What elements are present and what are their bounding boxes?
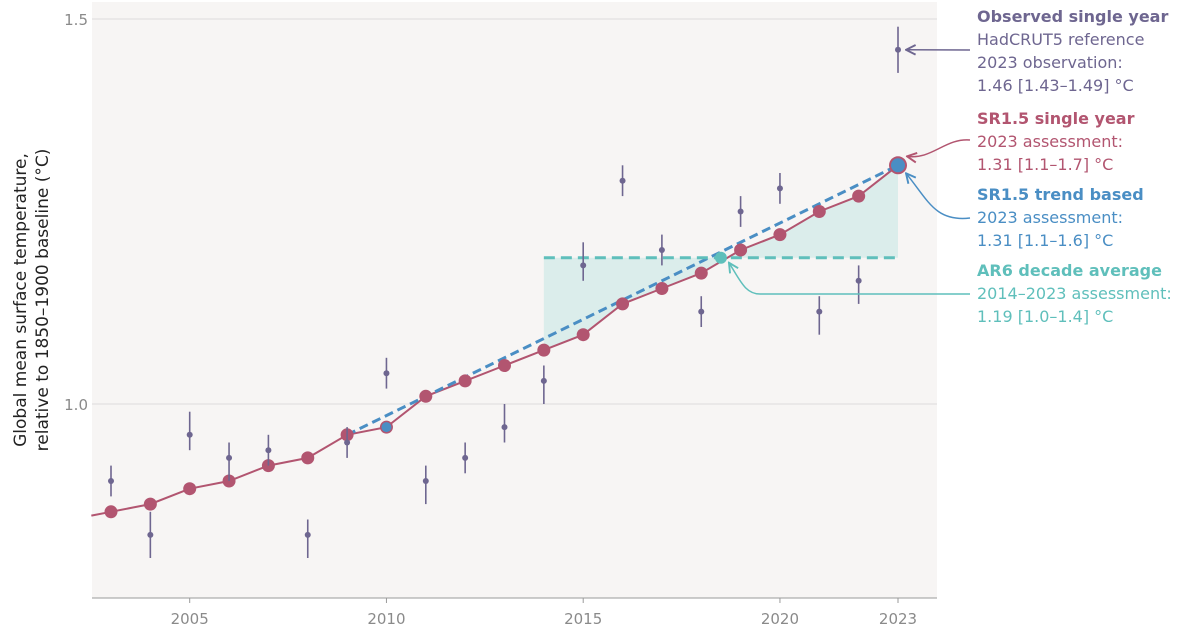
annotation-title: AR6 decade average (977, 261, 1162, 280)
annotation-line: 1.31 [1.1–1.7] °C (977, 155, 1114, 174)
sr15-single-year-point (694, 266, 708, 280)
x-tick-label: 2020 (761, 610, 799, 628)
sr15-single-year-point (852, 189, 866, 203)
sr15-single-year-point (773, 228, 787, 242)
annotation-line: 2014–2023 assessment: (977, 284, 1172, 303)
sr15-trend-line (346, 163, 899, 437)
annotation-line: 2023 assessment: (977, 132, 1124, 151)
annotation-line: 1.46 [1.43–1.49] °C (977, 76, 1134, 95)
observed-point (265, 447, 272, 454)
observed-point (304, 531, 311, 538)
sr15-single-year-point (104, 505, 118, 519)
observed-point (186, 431, 193, 438)
observed-point (540, 377, 547, 384)
y-axis-label-line: Global mean surface temperature, (11, 153, 31, 447)
sr15-single-year-point (576, 328, 590, 342)
observed-point (147, 531, 154, 538)
observed-point (816, 308, 823, 315)
y-axis-label: Global mean surface temperature, relative… (11, 149, 53, 452)
sr15-single-year-point (537, 343, 551, 357)
observed-point (895, 46, 901, 53)
sr15-single-year-point (301, 451, 315, 465)
annotation-sr15-trend: SR1.5 trend based 2023 assessment: 1.31 … (977, 183, 1144, 252)
observed-point (462, 454, 469, 461)
x-tick-label: 2023 (879, 610, 917, 628)
plot-background (92, 2, 937, 598)
observed-point (776, 185, 783, 192)
sr15-single-year-point (616, 297, 630, 311)
observed-point (855, 277, 862, 284)
observed-point (383, 370, 390, 377)
sr15-trend-point (891, 158, 905, 173)
sr15-trend-point (381, 422, 392, 433)
y-tick-label: 1.0 (64, 396, 88, 414)
sr15-single-year-point (183, 482, 197, 496)
sr15-single-year-point (812, 205, 826, 218)
observed-point (344, 439, 351, 446)
sr15-single-connector-arrow (907, 139, 971, 157)
sr15-single-year-point (498, 359, 511, 372)
annotation-observed: Observed single year HadCRUT5 reference … (977, 5, 1168, 97)
observed-point (658, 247, 665, 253)
annotation-title: Observed single year (977, 7, 1169, 26)
observed-point (108, 478, 114, 484)
sr15-single-year-line (91, 164, 899, 517)
observed-point (501, 424, 508, 431)
annotation-line: 2023 assessment: (977, 208, 1124, 227)
annotation-line: 2023 observation: (977, 53, 1123, 72)
x-tick-label: 2015 (564, 610, 602, 628)
sr15-single-year-point (143, 497, 157, 511)
observed-point (619, 177, 626, 184)
annotation-sr15-single: SR1.5 single year 2023 assessment: 1.31 … (977, 107, 1134, 176)
observed-point (422, 478, 429, 484)
sr15-single-year-point (458, 374, 472, 388)
annotation-line: HadCRUT5 reference (977, 30, 1145, 49)
y-tick-label: 1.5 (64, 11, 88, 29)
observed-point (226, 454, 233, 461)
x-tick-label: 2010 (367, 610, 405, 628)
sr15-single-year-point (655, 282, 669, 295)
observed-point (737, 208, 744, 215)
annotation-line: 1.31 [1.1–1.6] °C (977, 231, 1114, 250)
annotation-ar6: AR6 decade average 2014–2023 assessment:… (977, 259, 1172, 328)
annotation-title: SR1.5 trend based (977, 185, 1144, 204)
observed-point (580, 262, 587, 269)
ar6-connector-arrow (729, 263, 970, 295)
y-axis-label-line: relative to 1850–1900 baseline (°C) (33, 149, 53, 452)
sr15-single-year-point (734, 243, 748, 257)
observed-point (698, 308, 705, 315)
annotation-line: 1.19 [1.0–1.4] °C (977, 307, 1114, 326)
annotation-title: SR1.5 single year (977, 109, 1135, 128)
sr15-trend-connector-arrow (906, 173, 971, 220)
sr15-single-year-point (419, 389, 433, 403)
x-tick-label: 2005 (171, 610, 209, 628)
ar6-decade-point (714, 251, 727, 264)
